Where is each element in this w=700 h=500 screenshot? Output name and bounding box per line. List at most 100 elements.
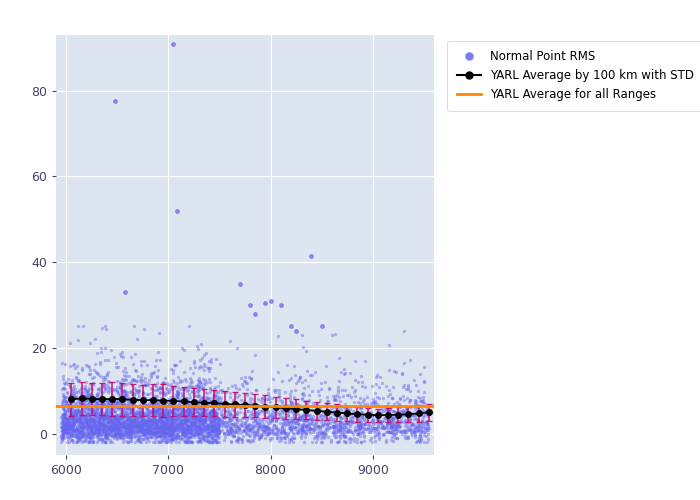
Point	[283, 416, 294, 424]
Point	[211, 438, 223, 446]
Point	[122, 422, 134, 430]
Point	[94, 387, 106, 395]
Point	[167, 422, 178, 430]
Point	[125, 420, 136, 428]
Point	[100, 322, 111, 330]
Point	[334, 422, 345, 430]
Point	[102, 400, 113, 407]
Point	[93, 418, 104, 426]
Point	[153, 428, 164, 436]
Point	[127, 430, 139, 438]
Point	[249, 408, 260, 416]
Point	[70, 372, 81, 380]
Point	[183, 422, 194, 430]
Point	[328, 418, 339, 426]
Point	[356, 421, 367, 429]
Point	[169, 414, 180, 422]
Point	[144, 424, 155, 432]
Point	[340, 413, 351, 421]
Point	[138, 422, 149, 430]
Point	[145, 433, 156, 441]
Point	[157, 428, 168, 436]
Point	[183, 322, 195, 330]
Point	[74, 414, 85, 422]
Point	[128, 417, 139, 425]
Point	[66, 408, 78, 416]
Point	[258, 406, 269, 414]
Point	[137, 390, 148, 398]
Point	[196, 397, 207, 405]
Point	[64, 410, 75, 418]
Point	[118, 414, 129, 422]
Point	[171, 430, 182, 438]
Point	[59, 413, 70, 421]
Point	[181, 406, 192, 413]
Point	[182, 404, 193, 411]
Point	[250, 310, 261, 318]
Point	[248, 422, 259, 430]
Point	[97, 422, 108, 430]
Point	[296, 390, 307, 398]
Point	[225, 414, 236, 422]
Point	[191, 424, 202, 432]
Point	[69, 392, 80, 400]
Point	[277, 406, 288, 414]
Point	[238, 377, 249, 385]
Point	[160, 412, 171, 420]
Point	[180, 384, 191, 392]
Point	[141, 404, 152, 412]
Point	[155, 410, 166, 418]
Point	[405, 426, 416, 434]
Point	[61, 415, 72, 423]
Point	[229, 380, 240, 388]
Point	[210, 424, 221, 432]
Point	[69, 416, 80, 424]
Point	[134, 410, 146, 418]
Point	[337, 392, 348, 400]
Point	[99, 423, 110, 431]
Point	[293, 420, 304, 428]
Point	[78, 391, 90, 399]
Point	[129, 426, 140, 434]
Point	[340, 412, 351, 420]
Point	[276, 413, 288, 421]
Point	[257, 422, 268, 430]
Point	[169, 382, 181, 390]
Point	[135, 420, 146, 428]
Point	[172, 422, 183, 430]
Point	[133, 408, 144, 416]
Point	[160, 429, 172, 437]
Point	[336, 414, 347, 422]
Point	[92, 421, 103, 429]
Point	[62, 426, 74, 434]
Point	[332, 412, 344, 420]
Point	[197, 396, 209, 404]
Point	[57, 415, 69, 423]
Point	[290, 386, 301, 394]
Point	[126, 424, 137, 432]
Point	[155, 389, 166, 397]
Point	[352, 422, 363, 430]
Point	[121, 424, 132, 432]
Point	[240, 424, 251, 432]
Point	[307, 414, 318, 422]
Point	[364, 412, 375, 420]
Point	[249, 429, 260, 437]
Point	[180, 438, 191, 446]
Point	[92, 422, 103, 430]
Point	[214, 421, 225, 429]
Point	[326, 410, 337, 418]
Point	[336, 426, 347, 434]
Point	[190, 428, 202, 436]
Point	[114, 426, 125, 434]
Point	[395, 407, 406, 415]
Point	[109, 432, 120, 440]
Point	[377, 418, 388, 426]
Point	[88, 379, 99, 387]
Point	[228, 432, 239, 440]
Point	[60, 414, 71, 422]
Point	[66, 428, 78, 436]
Point	[176, 429, 187, 437]
Point	[260, 425, 271, 433]
Point	[328, 410, 339, 418]
